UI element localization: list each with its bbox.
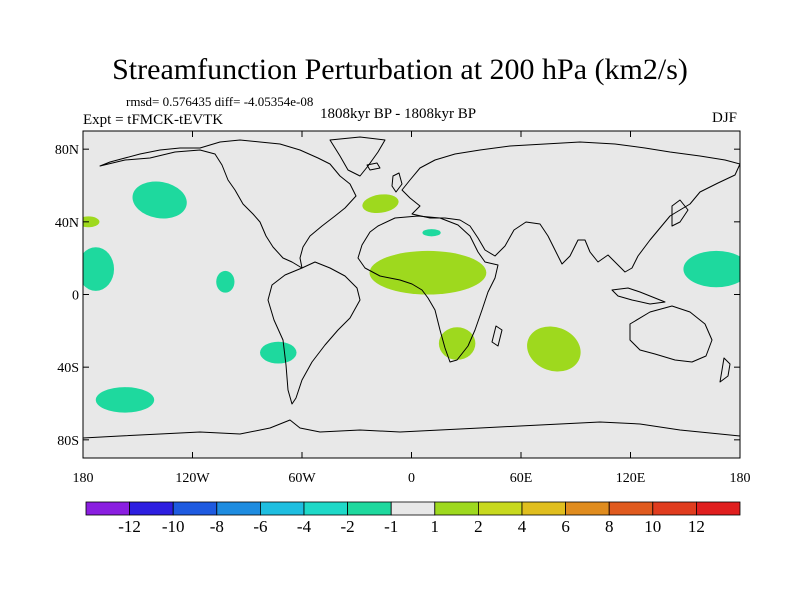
axis-ticks [82, 131, 741, 458]
contour-blob-south-america-negative [260, 341, 297, 364]
coast-africa [357, 215, 499, 363]
colorbar-swatch [216, 501, 261, 516]
colorbar-label: 8 [605, 517, 614, 536]
colorbar-swatch [85, 501, 130, 516]
colorbar-label: 10 [644, 517, 661, 536]
colorbar-swatch [477, 501, 523, 516]
contour-blob-east-pacific-tropical-negative [216, 270, 235, 293]
contour-blob-mediterranean-negative [422, 229, 441, 237]
colorbar-label: -2 [341, 517, 355, 536]
colorbar-swatch [608, 501, 654, 516]
contour-blob-north-atlantic-positive [362, 194, 399, 214]
lon-tick-label: 120W [175, 471, 210, 486]
colorbar-label: -10 [162, 517, 185, 536]
lat-tick-label: 40N [55, 216, 79, 231]
coast-madagascar [491, 325, 503, 347]
coast-indonesia [611, 287, 666, 305]
period-label: 1808kyr BP - 1808kyr BP [320, 106, 477, 122]
lon-tick-label: 60E [510, 471, 533, 486]
colorbar-label: 12 [688, 517, 705, 536]
coastlines [83, 136, 740, 439]
lon-tick-label: 0 [408, 471, 415, 486]
contour-blob-pacific-40n-positive [83, 216, 100, 228]
coast-new-zealand [719, 357, 731, 383]
contour-blob-south-pacific-negative [95, 387, 155, 413]
lat-tick-label: 0 [72, 289, 79, 304]
contour-blob-southern-africa-positive [438, 327, 476, 360]
colorbar-label: -6 [253, 517, 267, 536]
colorbar-label: -4 [297, 517, 312, 536]
colorbar-label: 1 [431, 517, 440, 536]
colorbar-swatch [303, 501, 348, 516]
colorbar-swatch [259, 501, 305, 516]
axis-tick-labels: 80N 40N 0 40S 80S 180 120W 60W 0 60E 120E 180 [55, 143, 751, 486]
stats-text: rmsd= 0.576435 diff= -4.05354e-08 [126, 94, 314, 109]
coast-japan [671, 199, 689, 227]
lat-tick-label: 80S [57, 434, 79, 449]
coast-north-america [99, 139, 357, 269]
colorbar-swatch [347, 501, 392, 516]
colorbar-swatch [565, 501, 610, 516]
coast-antarctica [83, 419, 740, 439]
colorbar-swatch [390, 501, 436, 516]
colorbar-swatch [434, 501, 479, 516]
colorbar-label: -12 [118, 517, 141, 536]
coast-eurasia [401, 141, 740, 273]
experiment-label: Expt = tFMCK-tEVTK [83, 112, 224, 128]
lon-tick-label: 180 [730, 471, 751, 486]
lat-tick-label: 40S [57, 361, 79, 376]
colorbar-label: 4 [518, 517, 527, 536]
contour-fills [83, 181, 740, 413]
contour-blob-indian-ocean-positive [527, 326, 581, 372]
colorbar-label: -1 [384, 517, 398, 536]
season-label: DJF [712, 110, 738, 126]
lon-tick-label: 60W [288, 471, 316, 486]
colorbar-swatch [172, 501, 218, 516]
colorbar-label: -8 [210, 517, 224, 536]
colorbar-label: 6 [561, 517, 570, 536]
contour-blob-dateline-tropical-negative-east [683, 250, 740, 288]
contour-blob-west-africa-positive [369, 250, 487, 295]
contour-blob-north-pacific-negative [132, 181, 187, 219]
colorbar-label: 2 [474, 517, 483, 536]
coast-south-america [267, 261, 361, 405]
lat-tick-label: 80N [55, 143, 79, 158]
colorbar-swatch [129, 501, 174, 516]
colorbar-swatch [521, 501, 566, 516]
colorbar: -12 -10 -8 -6 -4 -2 -1 1 2 4 6 8 10 12 [85, 501, 741, 536]
colorbar-swatch [652, 501, 697, 516]
coast-iceland [366, 162, 381, 171]
lon-tick-label: 120E [616, 471, 646, 486]
contour-blob-dateline-tropical-negative-west [83, 247, 115, 291]
plot-title: Streamfunction Perturbation at 200 hPa (… [112, 53, 688, 86]
coast-australia [629, 305, 713, 363]
lon-tick-label: 180 [73, 471, 94, 486]
colorbar-swatch [696, 501, 741, 516]
map-background [83, 131, 740, 458]
coast-britain [391, 172, 403, 193]
